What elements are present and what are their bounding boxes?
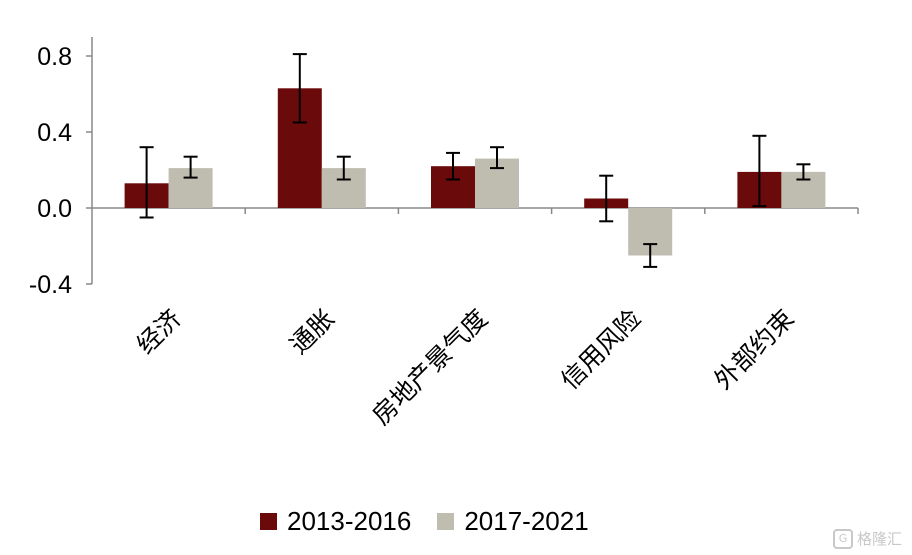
category-label: 通胀 [284, 304, 340, 360]
legend-label-series-2: 2017-2021 [464, 506, 589, 536]
category-label: 房地产景气度 [367, 304, 494, 431]
category-label: 经济 [131, 304, 187, 360]
legend-item-series-1: 2013-2016 [260, 506, 411, 537]
watermark-text: 格隆汇 [856, 530, 902, 548]
bar-chart: 0.8 0.4 0.0 -0.4 经济 通胀 房地产景气度 信用风险 外部约束 [29, 37, 859, 431]
category-label: 信用风险 [555, 304, 646, 395]
y-tick-label: 0.4 [37, 119, 72, 147]
legend-swatch-series-1 [260, 513, 277, 530]
legend-swatch-series-2 [437, 513, 455, 530]
legend-label-series-1: 2013-2016 [287, 506, 412, 536]
legend: 2013-2016 2017-2021 [260, 506, 615, 537]
legend-item-series-2: 2017-2021 [437, 506, 589, 537]
y-tick-label: 0.0 [37, 195, 72, 223]
category-label: 外部约束 [708, 304, 799, 395]
y-tick-label: -0.4 [29, 271, 72, 299]
watermark-logo-icon: G [832, 528, 853, 549]
y-tick-label: 0.8 [37, 43, 72, 71]
watermark: G 格隆汇 [832, 528, 902, 549]
